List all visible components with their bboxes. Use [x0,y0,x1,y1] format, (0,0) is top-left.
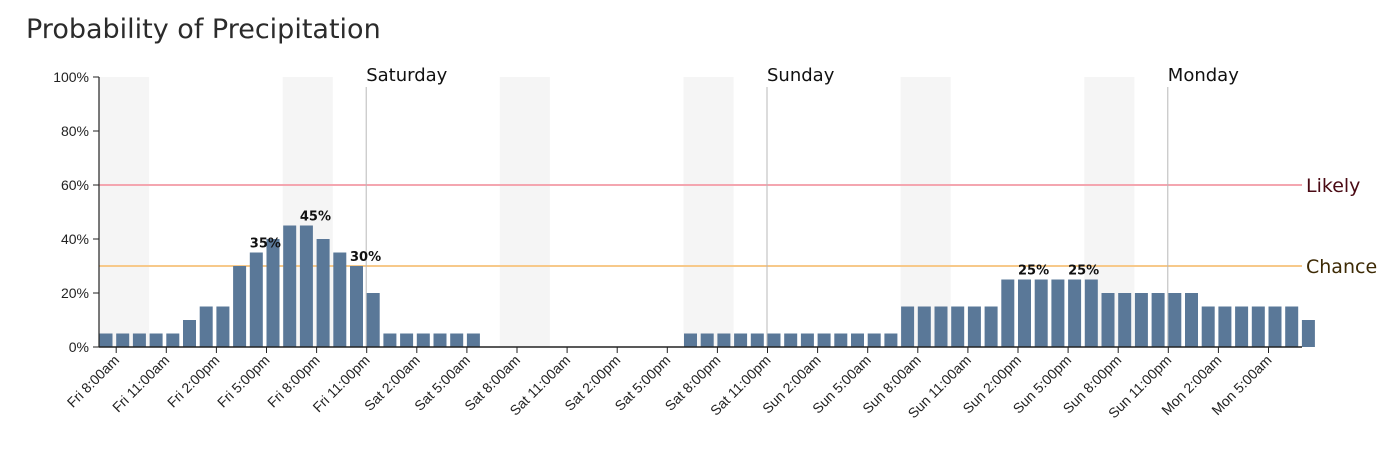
bar [199,306,213,347]
bar [1151,293,1165,347]
bar [299,225,313,347]
bar [1068,279,1082,347]
bar [450,333,464,347]
bar [316,239,330,347]
bar-labels: 35% 45% 30% 25% 25% [250,210,1099,279]
y-tick-label: 80% [61,123,89,139]
bar [1201,306,1215,347]
bar [99,333,113,347]
bar [700,333,714,347]
bar [1051,279,1065,347]
x-tick-label: Fri 2:00pm [164,352,223,411]
night-band [99,77,150,347]
y-tick-label: 0% [69,339,89,355]
bar [1101,293,1115,347]
bar [416,333,430,347]
bar [1001,279,1015,347]
bar [1118,293,1132,347]
bar [800,333,814,347]
bar [984,306,998,347]
y-tick-label: 40% [61,231,89,247]
bar-value-label: 30% [350,250,381,265]
bar [767,333,781,347]
x-tick-label: Fri 5:00pm [214,352,273,411]
bar [1301,320,1315,347]
bar [1235,306,1249,347]
bar [333,252,347,347]
bar [149,333,163,347]
bar [901,306,915,347]
bar [1018,279,1031,347]
bar [851,333,864,347]
chart-title: Probability of Precipitation [26,14,381,45]
bar [734,333,748,347]
bar [817,333,831,347]
bar [1251,306,1265,347]
bar [1218,306,1232,347]
reference-label: Likely [1306,175,1360,197]
bar [1134,293,1148,347]
bar [1285,306,1299,347]
bar [867,333,881,347]
bar-value-label: 25% [1018,264,1049,279]
y-tick-label: 100% [53,69,89,85]
bar [1084,279,1098,347]
bar [917,306,931,347]
y-tick-label: 60% [61,177,89,193]
bar-value-label: 25% [1068,264,1099,279]
night-band [900,77,951,347]
night-bands [99,77,1135,347]
bar [466,333,480,347]
day-label: Monday [1168,65,1239,86]
bar [183,320,196,347]
bar [684,333,697,347]
bar [350,266,363,347]
night-band [499,77,550,347]
bar [1268,306,1282,347]
bar [967,306,981,347]
bar [1185,293,1198,347]
bar [717,333,731,347]
night-band [683,77,734,347]
reference-lines: Likely Chance [99,175,1377,278]
day-label: Sunday [767,65,835,86]
bar [283,225,297,347]
bar [951,306,965,347]
bar [784,333,798,347]
day-markers: Saturday Sunday Monday [365,65,1239,347]
bars [99,225,1315,347]
bar [884,333,898,347]
bar [834,333,848,347]
bar-value-label: 35% [250,237,281,252]
bar [266,239,280,347]
reference-label: Chance [1306,256,1377,278]
bar [383,333,397,347]
bar-value-label: 45% [300,210,331,225]
day-label: Saturday [366,65,447,86]
bar [249,252,263,347]
bar [216,306,230,347]
bar [400,333,414,347]
y-tick-label: 20% [61,285,89,301]
bar [1034,279,1048,347]
bar [132,333,146,347]
bar [116,333,130,347]
bar [934,306,948,347]
bar [433,333,447,347]
bar [366,293,380,347]
bar [166,333,180,347]
bar [1168,293,1182,347]
bar [233,266,247,347]
bar [750,333,764,347]
